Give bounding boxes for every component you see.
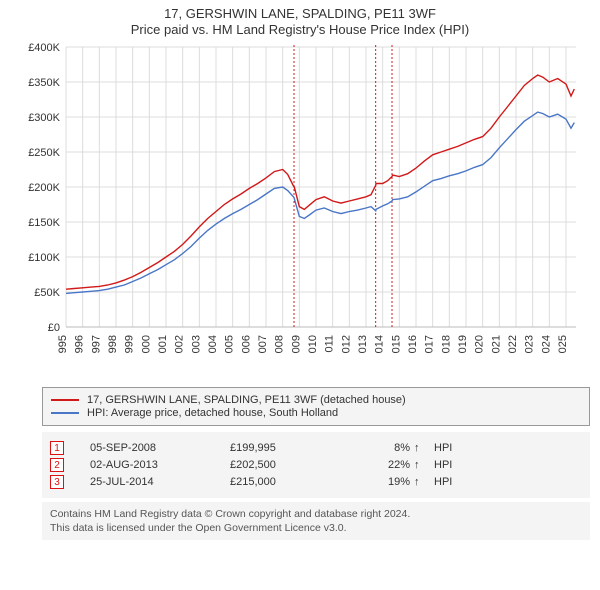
svg-text:1999: 1999 xyxy=(124,335,136,353)
svg-text:2013: 2013 xyxy=(357,335,369,353)
legend-item-price: 17, GERSHWIN LANE, SPALDING, PE11 3WF (d… xyxy=(51,394,581,406)
svg-text:1997: 1997 xyxy=(90,335,102,353)
svg-text:2016: 2016 xyxy=(407,335,419,353)
sale-price: £199,995 xyxy=(230,442,350,454)
svg-text:£150K: £150K xyxy=(28,217,60,229)
up-arrow-icon: ↑ xyxy=(414,476,434,488)
svg-text:2006: 2006 xyxy=(240,335,252,353)
svg-text:2022: 2022 xyxy=(507,335,519,353)
legend-item-hpi: HPI: Average price, detached house, Sout… xyxy=(51,407,581,419)
svg-text:2023: 2023 xyxy=(524,335,536,353)
svg-text:2009: 2009 xyxy=(290,335,302,353)
sale-date: 05-SEP-2008 xyxy=(90,442,230,454)
svg-text:£400K: £400K xyxy=(28,43,60,54)
svg-text:2020: 2020 xyxy=(474,335,486,353)
sales-table: 1 05-SEP-2008 £199,995 8% ↑ HPI 2 02-AUG… xyxy=(42,432,590,498)
sale-marker-3: 3 xyxy=(50,475,64,489)
legend-label-price: 17, GERSHWIN LANE, SPALDING, PE11 3WF (d… xyxy=(87,394,406,406)
svg-text:2025: 2025 xyxy=(557,335,569,353)
svg-text:£50K: £50K xyxy=(34,287,60,299)
footer-line1: Contains HM Land Registry data © Crown c… xyxy=(50,507,582,521)
sale-pct: 19% xyxy=(350,476,414,488)
table-row: 1 05-SEP-2008 £199,995 8% ↑ HPI xyxy=(50,441,582,455)
sale-marker-1: 1 xyxy=(50,441,64,455)
svg-text:2002: 2002 xyxy=(174,335,186,353)
svg-text:2014: 2014 xyxy=(374,335,386,353)
svg-text:£350K: £350K xyxy=(28,77,60,89)
svg-text:2017: 2017 xyxy=(424,335,436,353)
legend-label-hpi: HPI: Average price, detached house, Sout… xyxy=(87,407,338,419)
table-row: 3 25-JUL-2014 £215,000 19% ↑ HPI xyxy=(50,475,582,489)
sale-price: £215,000 xyxy=(230,476,350,488)
chart-title-area: 17, GERSHWIN LANE, SPALDING, PE11 3WF Pr… xyxy=(8,6,592,37)
svg-text:2024: 2024 xyxy=(540,335,552,353)
sale-suffix: HPI xyxy=(434,476,474,488)
svg-text:£100K: £100K xyxy=(28,252,60,264)
svg-text:2018: 2018 xyxy=(440,335,452,353)
legend: 17, GERSHWIN LANE, SPALDING, PE11 3WF (d… xyxy=(42,387,590,426)
chart-svg: £0 £50K £100K £150K £200K £250K £300K £350K £400… xyxy=(20,43,580,353)
sale-suffix: HPI xyxy=(434,442,474,454)
svg-text:2000: 2000 xyxy=(140,335,152,353)
sale-pct: 8% xyxy=(350,442,414,454)
sale-pct: 22% xyxy=(350,459,414,471)
svg-text:£0: £0 xyxy=(48,322,60,334)
legend-swatch-price xyxy=(51,399,79,401)
sale-suffix: HPI xyxy=(434,459,474,471)
svg-text:2021: 2021 xyxy=(490,335,502,353)
svg-text:£200K: £200K xyxy=(28,182,60,194)
chart-title-line2: Price paid vs. HM Land Registry's House … xyxy=(8,22,592,37)
svg-text:2011: 2011 xyxy=(324,335,336,353)
sale-marker-2: 2 xyxy=(50,458,64,472)
svg-text:£250K: £250K xyxy=(28,147,60,159)
svg-text:2005: 2005 xyxy=(224,335,236,353)
svg-text:2019: 2019 xyxy=(457,335,469,353)
sale-date: 25-JUL-2014 xyxy=(90,476,230,488)
svg-text:£300K: £300K xyxy=(28,112,60,124)
svg-text:2010: 2010 xyxy=(307,335,319,353)
svg-text:2001: 2001 xyxy=(157,335,169,353)
footer-line2: This data is licensed under the Open Gov… xyxy=(50,521,582,535)
sale-date: 02-AUG-2013 xyxy=(90,459,230,471)
up-arrow-icon: ↑ xyxy=(414,459,434,471)
svg-text:2015: 2015 xyxy=(390,335,402,353)
svg-text:2004: 2004 xyxy=(207,335,219,353)
svg-text:1996: 1996 xyxy=(74,335,86,353)
table-row: 2 02-AUG-2013 £202,500 22% ↑ HPI xyxy=(50,458,582,472)
sale-price: £202,500 xyxy=(230,459,350,471)
up-arrow-icon: ↑ xyxy=(414,442,434,454)
svg-text:2007: 2007 xyxy=(257,335,269,353)
chart-title-line1: 17, GERSHWIN LANE, SPALDING, PE11 3WF xyxy=(8,6,592,21)
svg-text:2012: 2012 xyxy=(340,335,352,353)
svg-text:2003: 2003 xyxy=(190,335,202,353)
svg-text:1998: 1998 xyxy=(107,335,119,353)
chart: £0 £50K £100K £150K £200K £250K £300K £350K £400… xyxy=(20,43,580,353)
svg-text:1995: 1995 xyxy=(57,335,69,353)
svg-text:2008: 2008 xyxy=(274,335,286,353)
footer-attribution: Contains HM Land Registry data © Crown c… xyxy=(42,502,590,540)
legend-swatch-hpi xyxy=(51,412,79,414)
